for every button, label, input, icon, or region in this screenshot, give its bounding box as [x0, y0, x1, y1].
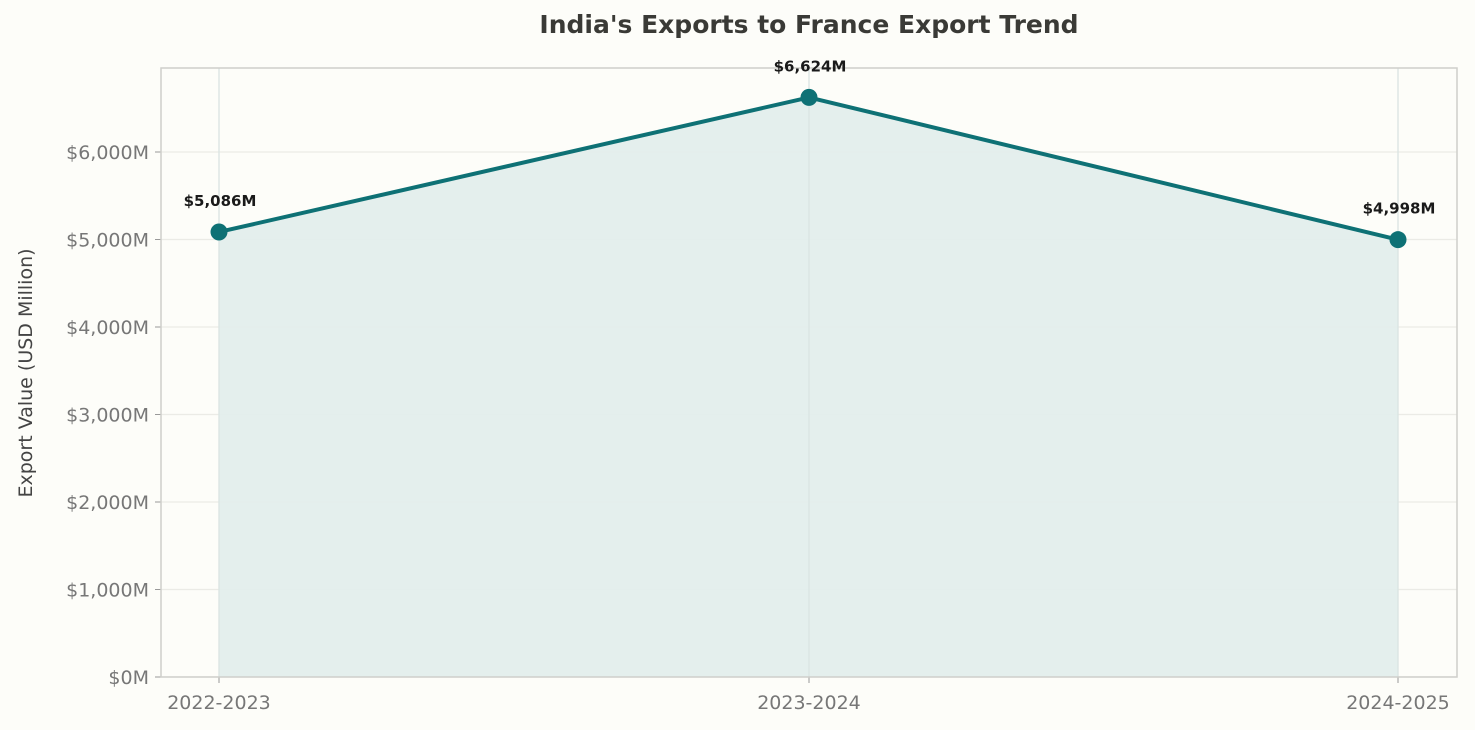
y-tick-label: $4,000M — [66, 317, 149, 339]
data-label: $6,624M — [774, 57, 847, 75]
y-tick-label: $0M — [108, 667, 149, 689]
data-label: $5,086M — [184, 192, 257, 210]
y-tick-label: $3,000M — [66, 405, 149, 427]
y-tick-label: $1,000M — [66, 580, 149, 602]
data-point[interactable] — [800, 88, 818, 106]
data-point[interactable] — [1389, 231, 1407, 249]
x-tick-label: 2024-2025 — [1346, 692, 1450, 714]
y-tick-label: $6,000M — [66, 142, 149, 164]
x-tick-label: 2022-2023 — [167, 692, 271, 714]
x-tick-label: 2023-2024 — [757, 692, 861, 714]
y-tick-label: $5,000M — [66, 230, 149, 252]
chart-title: India's Exports to France Export Trend — [539, 10, 1079, 39]
plot-border — [160, 67, 1458, 678]
data-label: $4,998M — [1363, 200, 1436, 218]
y-tick-label: $2,000M — [66, 492, 149, 514]
data-point[interactable] — [210, 223, 228, 241]
